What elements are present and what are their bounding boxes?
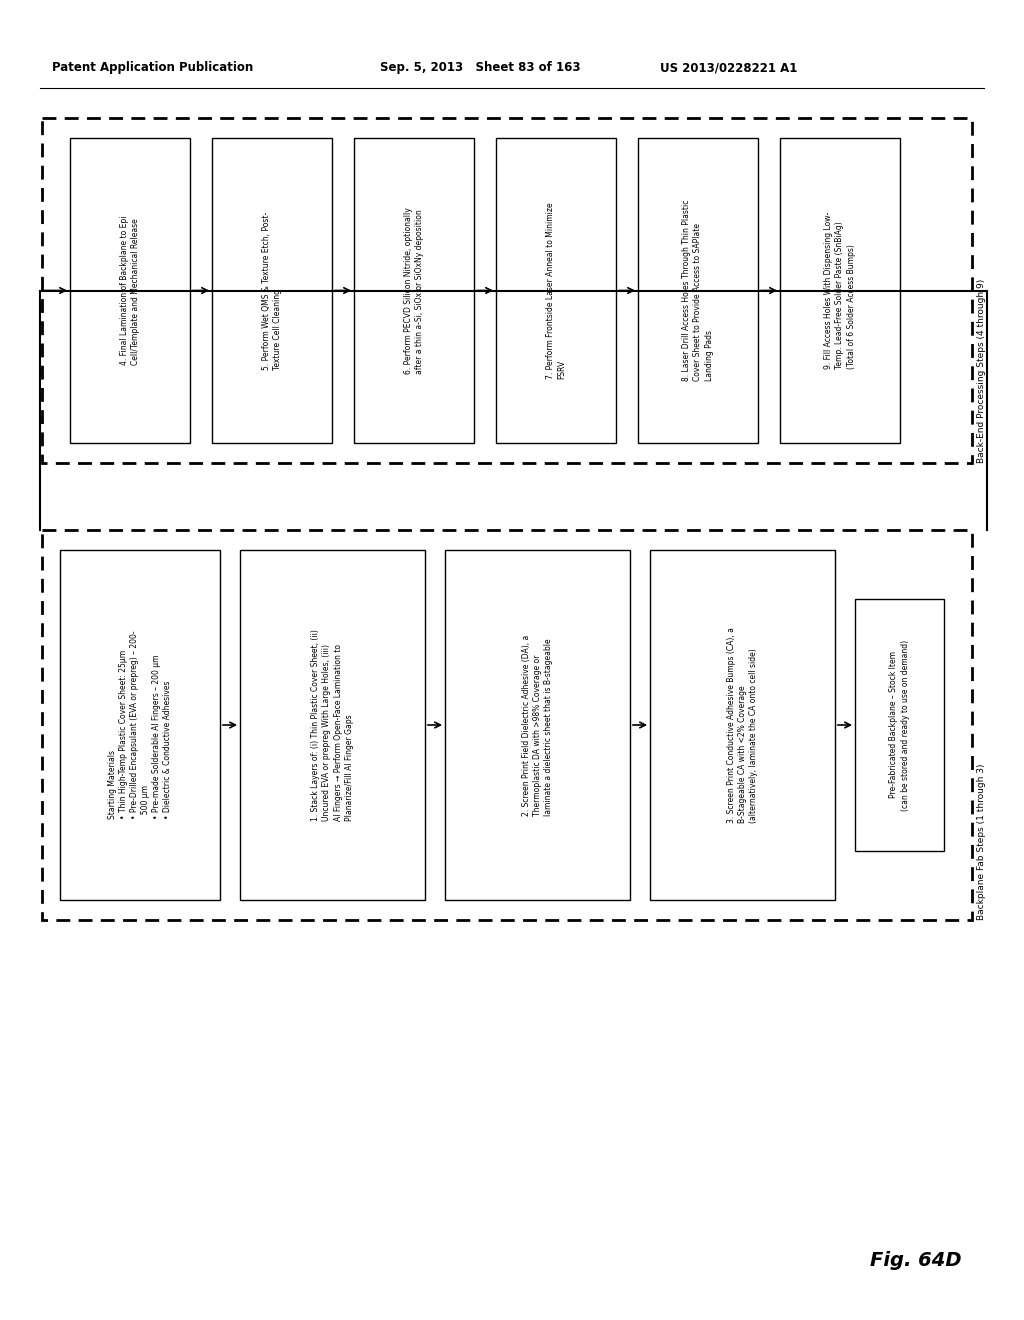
- Bar: [780, 139, 900, 444]
- Text: 6. Perform PECVD Silicon Nitride, optionally
after a thin a-Si, SiOx or SiOxNy d: 6. Perform PECVD Silicon Nitride, option…: [403, 207, 424, 374]
- Bar: [212, 139, 332, 444]
- Text: 4. Final Lamination of Backplane to Epi
Cell/Template and Mechanical Release: 4. Final Lamination of Backplane to Epi …: [120, 215, 140, 366]
- Text: Starting Materials
• Thin High-Temp Plastic Cover Sheet: 25μm
• Pre-Drilled Enca: Starting Materials • Thin High-Temp Plas…: [108, 631, 172, 820]
- Text: US 2013/0228221 A1: US 2013/0228221 A1: [660, 62, 798, 74]
- Bar: [354, 139, 474, 444]
- Text: 1. Stack Layers of: (i) Thin Plastic Cover Sheet, (ii)
Uncured EVA or prepreg Wi: 1. Stack Layers of: (i) Thin Plastic Cov…: [311, 630, 353, 821]
- Text: Backplane Fab Steps (1 through 3): Backplane Fab Steps (1 through 3): [977, 763, 986, 920]
- Text: 5. Perform Wet QMS & Texture Etch, Post-
Texture Cell Cleaning: 5. Perform Wet QMS & Texture Etch, Post-…: [262, 211, 282, 370]
- Bar: [42, 531, 972, 920]
- Bar: [650, 550, 835, 900]
- Bar: [42, 117, 972, 463]
- Bar: [70, 139, 190, 444]
- Text: 3. Screen Print Conductive Adhesive Bumps (CA), a
B-Stageable CA with <2% Covera: 3. Screen Print Conductive Adhesive Bump…: [727, 627, 758, 822]
- Text: Patent Application Publication: Patent Application Publication: [52, 62, 253, 74]
- Text: Fig. 64D: Fig. 64D: [870, 1251, 962, 1270]
- Bar: [240, 550, 425, 900]
- Text: 9. Fill Access Holes With Dispensing Low-
Temp. Lead-Free Solder Paste (SnBiAg)
: 9. Fill Access Holes With Dispensing Low…: [824, 213, 856, 370]
- Bar: [445, 550, 630, 900]
- Text: 2. Screen Print Field Dielectric Adhesive (DA), a
Thermoplastic DA with >98% Cov: 2. Screen Print Field Dielectric Adhesiv…: [522, 635, 553, 816]
- Bar: [638, 139, 758, 444]
- Bar: [60, 550, 220, 900]
- Bar: [855, 599, 944, 851]
- Bar: [496, 139, 616, 444]
- Text: Pre-Fabricated Backplane – Stock Item
(can be stored and ready to use on demand): Pre-Fabricated Backplane – Stock Item (c…: [890, 639, 909, 810]
- Text: Back-End Processing Steps (4 through 9): Back-End Processing Steps (4 through 9): [977, 279, 986, 463]
- Text: 7. Perform Frontside Laser Anneal to Minimize
FSRV: 7. Perform Frontside Laser Anneal to Min…: [546, 202, 566, 379]
- Text: Sep. 5, 2013   Sheet 83 of 163: Sep. 5, 2013 Sheet 83 of 163: [380, 62, 581, 74]
- Text: 8. Laser Drill Access Holes Through Thin Plastic
Cover Sheet to Provide Access t: 8. Laser Drill Access Holes Through Thin…: [682, 199, 714, 381]
